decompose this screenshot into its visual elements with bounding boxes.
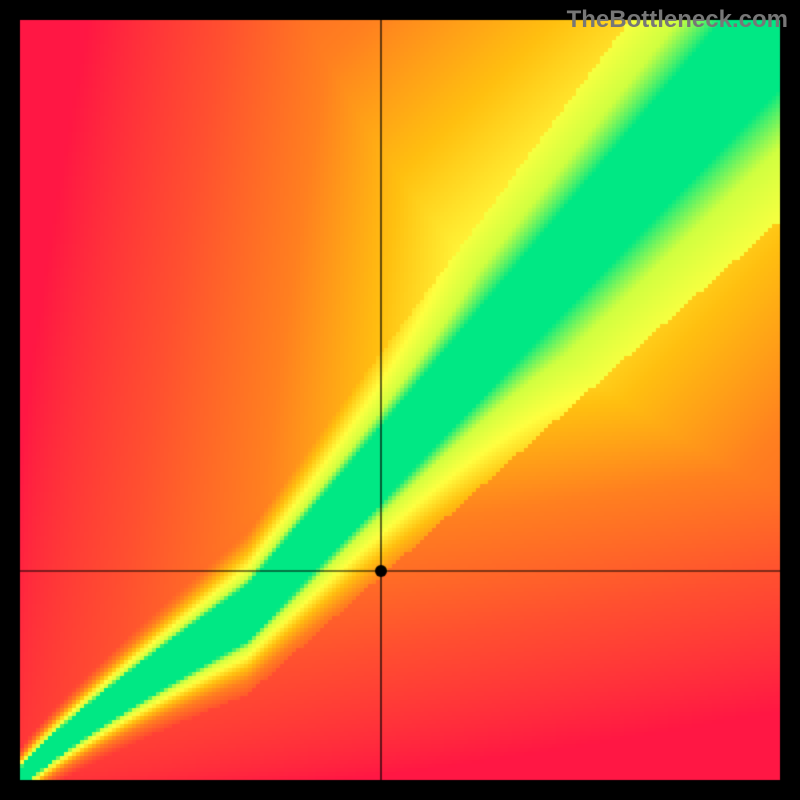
heatmap-canvas bbox=[0, 0, 800, 800]
chart-container: TheBottleneck.com bbox=[0, 0, 800, 800]
watermark-text: TheBottleneck.com bbox=[567, 6, 788, 34]
